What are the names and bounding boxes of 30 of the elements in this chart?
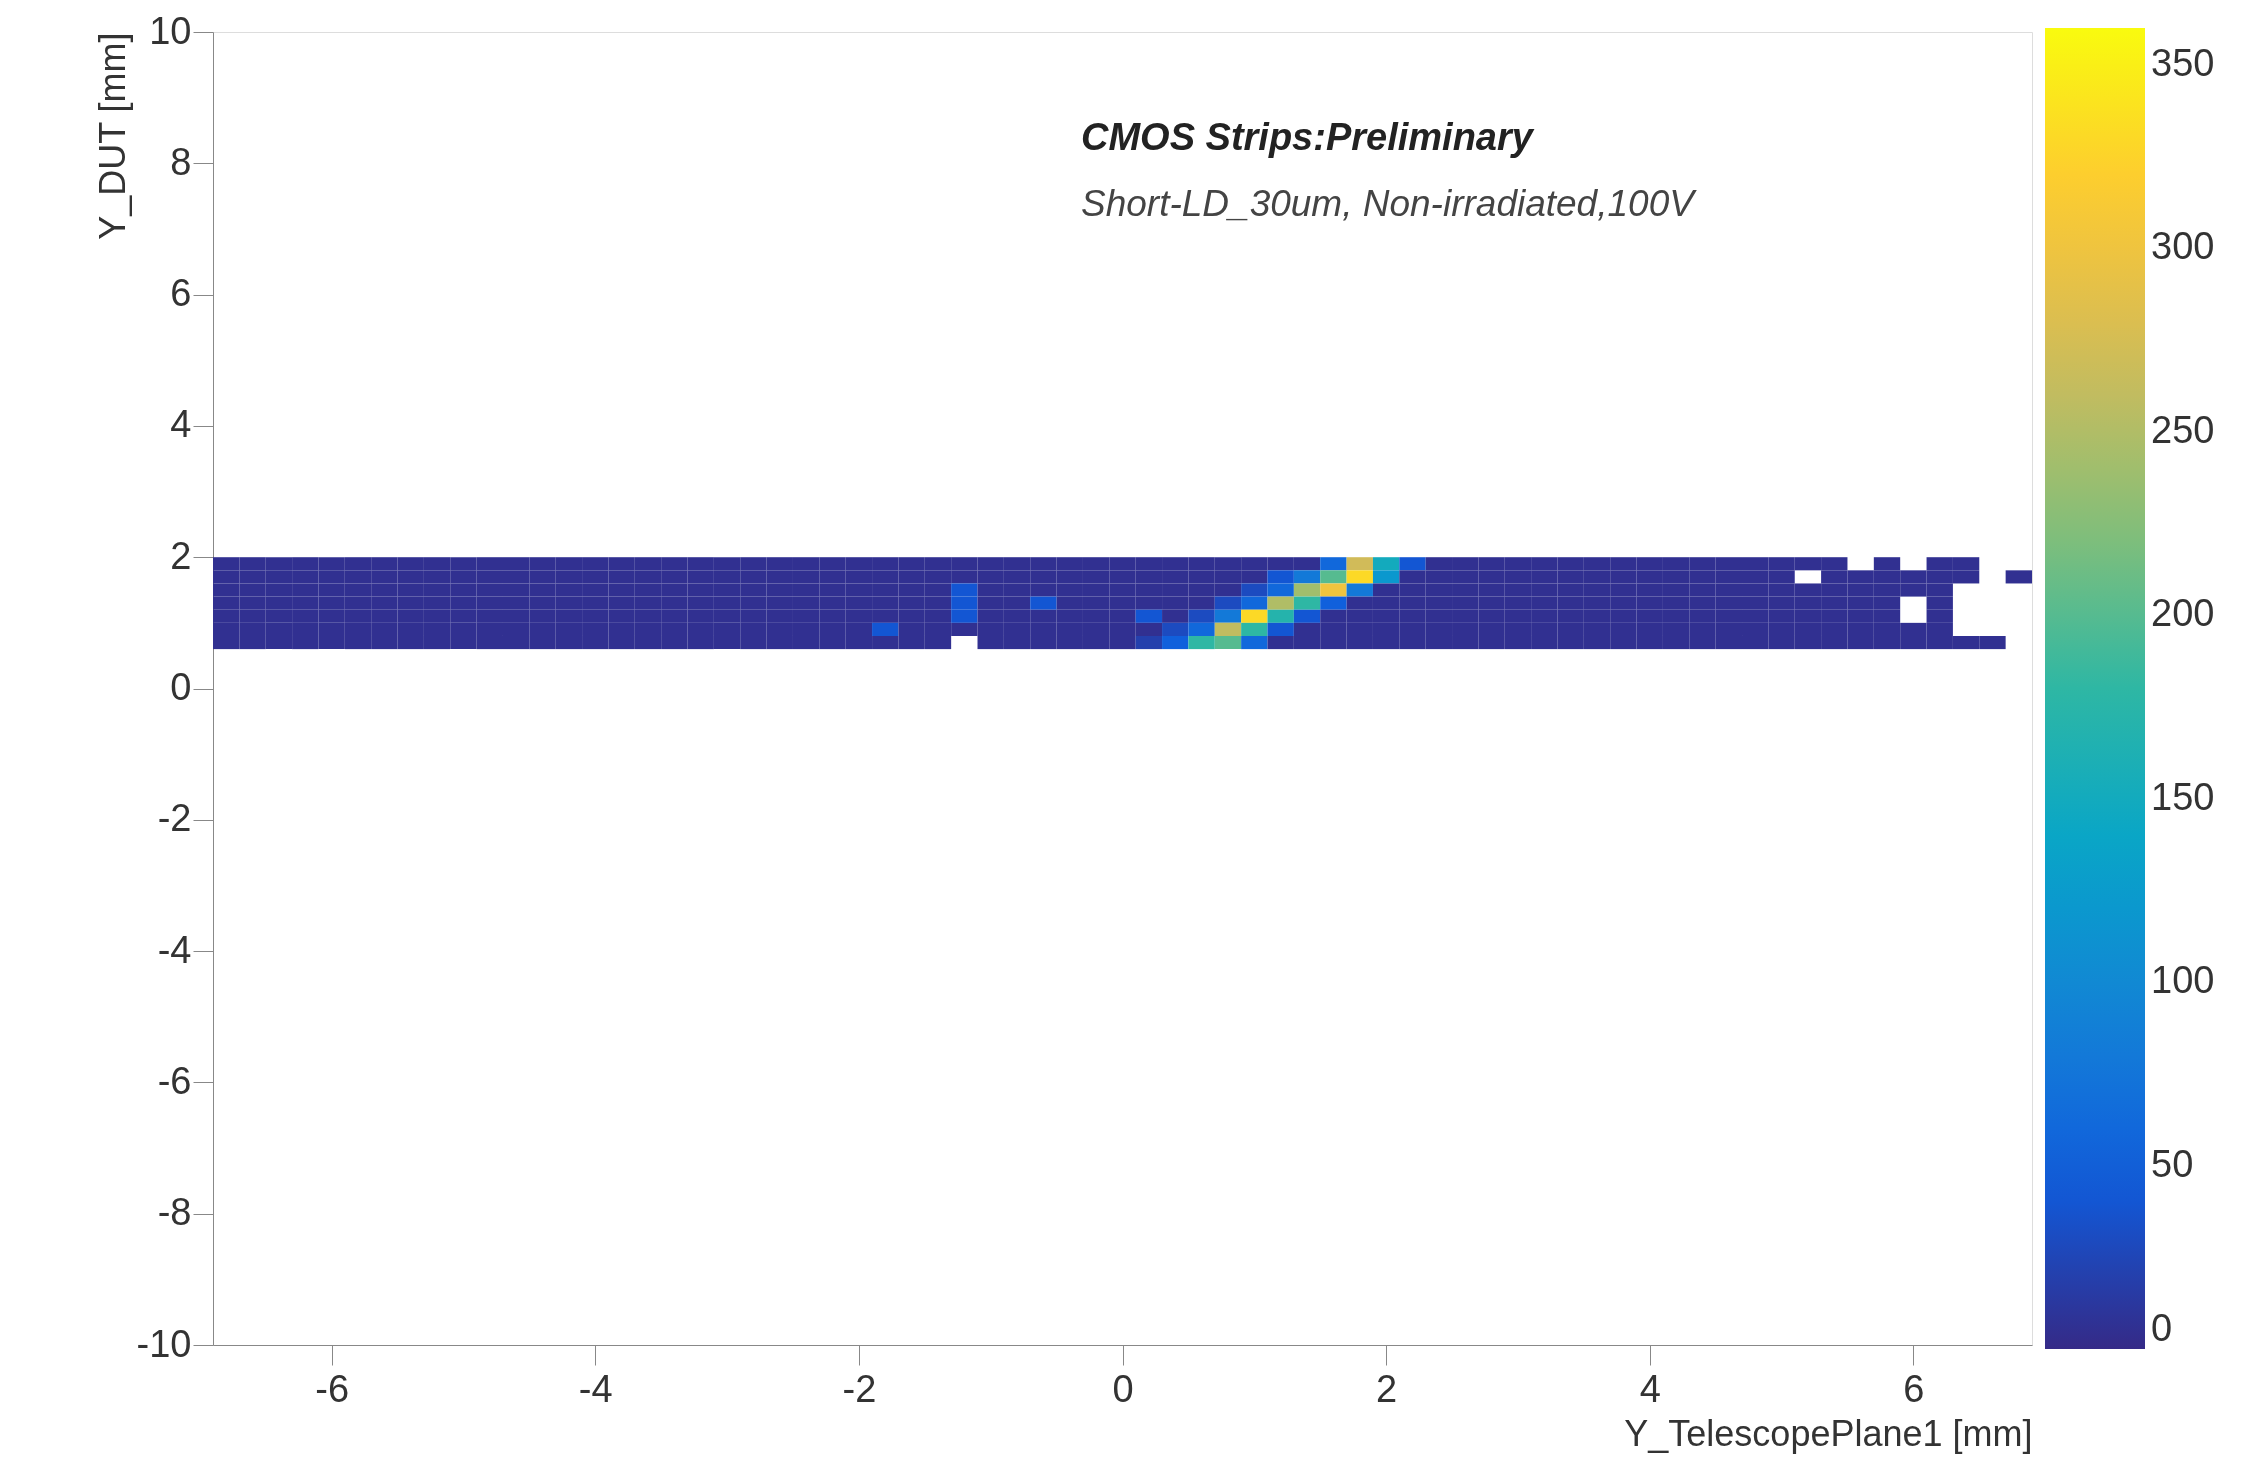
y-tick-label: -2 — [157, 797, 192, 840]
color-bar-label: 250 — [2151, 408, 2215, 451]
y-tick-label: 10 — [149, 9, 192, 52]
color-bar-label: 0 — [2151, 1307, 2173, 1349]
y-tick-label: 4 — [170, 403, 192, 446]
y-tick-label: -4 — [157, 928, 192, 971]
y-tick-label: -6 — [157, 1059, 192, 1102]
annotation: Short-LD_30um, Non-irradiated,100V — [1081, 183, 1698, 224]
color-bar-label: 150 — [2151, 775, 2215, 818]
x-tick-label: -6 — [315, 1367, 350, 1410]
y-tick-label: -10 — [136, 1322, 192, 1365]
x-tick-label: 0 — [1112, 1367, 1134, 1410]
y-tick-label: -8 — [157, 1191, 192, 1234]
x-tick-label: 2 — [1376, 1367, 1398, 1410]
x-tick-label: -4 — [578, 1367, 613, 1410]
color-bar-label: 200 — [2151, 592, 2215, 635]
y-tick-label: 0 — [170, 666, 192, 708]
y-tick-label: 6 — [170, 272, 192, 315]
y-axis-title: Y_DUT [mm] — [91, 32, 133, 240]
y-tick-label: 2 — [170, 534, 192, 577]
annotation: CMOS Strips:Preliminary — [1081, 116, 1535, 158]
color-bar-label: 300 — [2151, 225, 2215, 268]
x-tick-label: -2 — [842, 1367, 877, 1410]
x-axis-title: Y_TelescopePlane1 [mm] — [1624, 1412, 2033, 1454]
y-tick-label: 8 — [170, 140, 192, 183]
x-tick-label: 6 — [1903, 1367, 1925, 1410]
color-bar-label: 350 — [2151, 41, 2215, 84]
color-bar-label: 100 — [2151, 959, 2215, 1002]
x-tick-label: 4 — [1639, 1367, 1661, 1410]
color-bar-label: 50 — [2151, 1142, 2194, 1185]
